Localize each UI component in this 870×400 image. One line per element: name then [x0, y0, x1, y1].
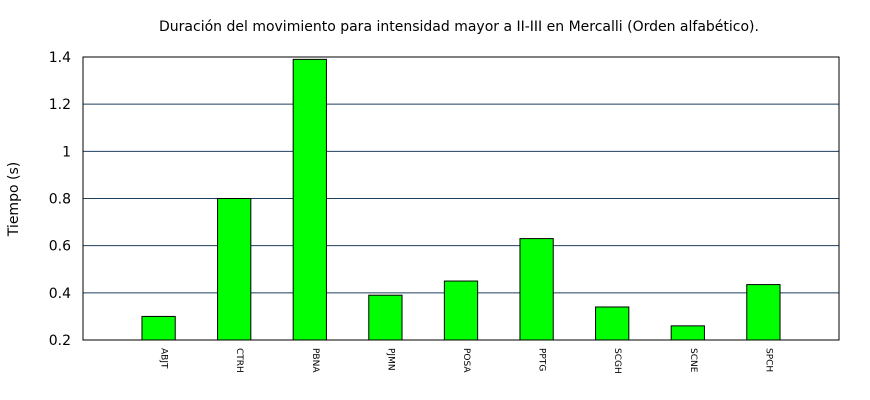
x-tick-labels: ABJT CTRH PBNA PJMN POSA PPTG SCGH SCNE SPCH [159, 348, 774, 374]
y-tick-label: 0.2 [49, 333, 71, 349]
y-tick-label: 1 [62, 144, 71, 160]
y-tick-labels: 0.2 0.4 0.6 0.8 1 1.2 1.4 [49, 50, 71, 349]
x-tick-label: CTRH [234, 348, 244, 373]
bar-ctrh [217, 198, 252, 341]
bar-posa [443, 280, 479, 341]
y-tick-label: 1.4 [49, 50, 71, 66]
y-axis-label: Tiempo (s) [6, 162, 22, 237]
bar-pjmn [368, 294, 403, 341]
bars [141, 58, 781, 341]
x-tick-label: POSA [461, 348, 471, 373]
grid-lines [83, 103, 839, 294]
chart-title: Duración del movimiento para intensidad … [159, 19, 759, 35]
x-tick-label: PPTG [537, 348, 547, 371]
y-tick-label: 1.2 [49, 97, 71, 113]
x-tick-label: SCGH [612, 348, 622, 374]
y-tick-label: 0.6 [49, 239, 71, 255]
x-tick-label: SCNE [688, 348, 698, 373]
bar-scne [670, 325, 705, 341]
x-tick-label: ABJT [159, 348, 169, 369]
x-tick-label: SPCH [763, 348, 773, 372]
y-tick-label: 0.4 [49, 286, 71, 302]
bar-spch [746, 284, 781, 341]
y-tick-label: 0.8 [49, 192, 71, 208]
x-tick-label: PJMN [385, 348, 395, 371]
x-tick-label: PBNA [310, 348, 320, 373]
bar-pptg [519, 238, 554, 341]
plot-frame [82, 56, 840, 341]
bar-pbna [292, 58, 327, 341]
bar-abjt [141, 315, 176, 341]
bar-scgh [595, 306, 630, 341]
